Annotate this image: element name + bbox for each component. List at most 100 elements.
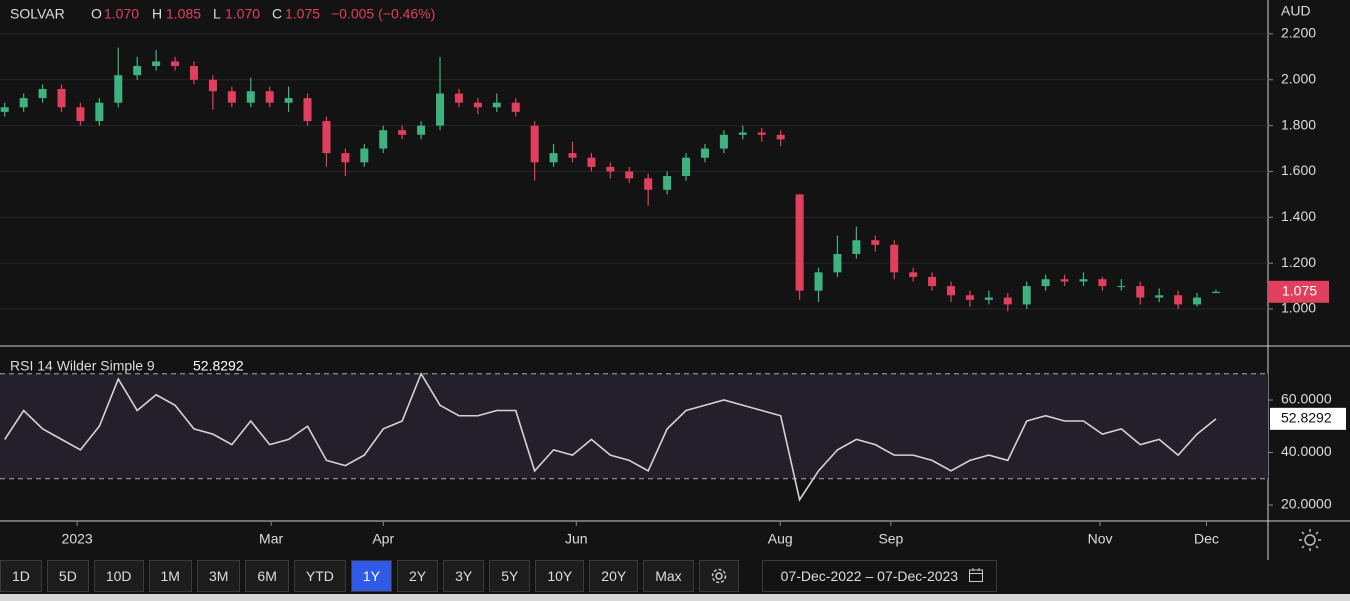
range-button[interactable]: 3Y: [443, 560, 485, 592]
range-button[interactable]: 3M: [196, 560, 241, 592]
candle-body: [19, 98, 28, 108]
candle-body: [114, 75, 123, 103]
y-tick-label: 2.000: [1281, 70, 1316, 86]
ohlc-value: 1.070: [104, 6, 139, 22]
footer-strip: [0, 594, 1350, 601]
date-range[interactable]: 07-Dec-2022 – 07-Dec-2023: [761, 560, 998, 592]
candle-body: [1022, 286, 1031, 305]
ohlc-value: 1.085: [166, 6, 201, 22]
candle-body: [57, 88, 66, 108]
candle-body: [1060, 279, 1069, 282]
change: −0.005 (−0.46%): [331, 6, 435, 22]
rsi-line: [4, 371, 1217, 502]
ohlc-label: L: [213, 6, 221, 22]
candle-body: [814, 272, 823, 291]
candle-body: [625, 171, 634, 179]
candle-body: [95, 102, 104, 122]
y-tick-label: 1.600: [1281, 162, 1316, 178]
range-button[interactable]: 2Y: [396, 560, 439, 592]
candle-body: [511, 102, 520, 112]
y-tick-label: 40.0000: [1281, 443, 1332, 459]
toolbar: 1D 5D 10D 1M 3M 6M YTD 1Y 2Y 3Y 5Y 10Y 20Y Max 07-Dec-…: [0, 560, 1350, 592]
candle-body: [227, 91, 236, 103]
candle-body: [189, 66, 198, 80]
x-tick-label: Dec: [1194, 531, 1219, 547]
x-tick-label: Aug: [768, 531, 793, 547]
candle-body: [492, 102, 501, 108]
y-tick-label: 1.400: [1281, 208, 1316, 224]
range-button[interactable]: 6M: [245, 560, 289, 592]
candle-body: [738, 132, 747, 135]
y-tick-label: 1.200: [1281, 254, 1316, 270]
candle-body: [1211, 291, 1220, 293]
range-button[interactable]: 5D: [46, 560, 89, 592]
icon-part: [1304, 534, 1316, 546]
candle-body: [322, 121, 331, 154]
x-tick-label: Sep: [878, 531, 903, 547]
candle-body: [947, 286, 955, 296]
candle-body: [246, 91, 255, 103]
candle-body: [928, 276, 937, 287]
candle-body: [568, 153, 577, 158]
indicator-value: 52.8292: [193, 358, 244, 374]
ohlc-label: O: [91, 6, 102, 22]
last-value-tag: [1270, 407, 1346, 430]
calendar-icon: [968, 567, 984, 586]
candle-body: [549, 153, 558, 163]
x-tick-label: Mar: [259, 531, 283, 547]
candle-body: [1117, 286, 1126, 288]
candle-body: [76, 107, 85, 122]
candle-body: [1155, 295, 1164, 298]
candle-body: [965, 295, 974, 300]
chart: 1.000 1.200 1.400 1.600 1.800 2.000 2.200 1.075…: [0, 0, 1350, 560]
candle-body: [0, 107, 9, 112]
candle-body: [1003, 297, 1012, 305]
candle-body: [171, 61, 180, 67]
y-tick-label: 20.0000: [1281, 496, 1332, 512]
candle-body: [152, 61, 161, 67]
range-button[interactable]: YTD: [293, 560, 346, 592]
x-tick-label: Apr: [372, 531, 394, 547]
range-button[interactable]: 1Y: [350, 560, 392, 592]
rsi-band: [0, 373, 1268, 479]
range-button[interactable]: 1D: [0, 560, 42, 592]
candle-body: [1136, 286, 1145, 298]
candle-body: [1098, 279, 1107, 287]
candle-body: [303, 98, 312, 122]
range-button[interactable]: Max: [643, 560, 694, 592]
candle-body: [360, 148, 369, 163]
candle-body: [700, 148, 709, 158]
candle-body: [795, 194, 804, 291]
y-tick-label: 2.200: [1281, 25, 1316, 41]
x-tick-label: 2023: [62, 531, 93, 547]
currency[interactable]: AUD: [1281, 3, 1311, 19]
candle-body: [606, 166, 615, 172]
range-button[interactable]: 10D: [93, 560, 144, 592]
candle-body: [133, 66, 142, 76]
candle-body: [417, 125, 426, 135]
ohlc-label: C: [272, 6, 282, 22]
icon-part: [1299, 529, 1321, 551]
candle-body: [473, 102, 482, 108]
candle-body: [436, 93, 445, 126]
candle-body: [284, 98, 293, 103]
range-button[interactable]: 20Y: [589, 560, 639, 592]
candle-body: [909, 272, 918, 277]
ohlc-label: H: [152, 6, 162, 22]
candle-body: [776, 134, 785, 140]
range-button[interactable]: 1M: [148, 560, 192, 592]
ohlc-value: 1.075: [285, 6, 320, 22]
candle-body: [341, 153, 350, 163]
y-tick-label: 60.0000: [1281, 391, 1332, 407]
settings-button[interactable]: [698, 560, 739, 592]
range-button[interactable]: 5Y: [489, 560, 531, 592]
settings-icon[interactable]: [1299, 529, 1321, 551]
candle-body: [833, 253, 842, 273]
candle-body: [663, 176, 672, 190]
candle-body: [1174, 295, 1183, 305]
candle-body: [1193, 297, 1202, 305]
candle-body: [1079, 279, 1088, 282]
range-button[interactable]: 10Y: [535, 560, 585, 592]
ohlc-value: 1.070: [225, 6, 260, 22]
